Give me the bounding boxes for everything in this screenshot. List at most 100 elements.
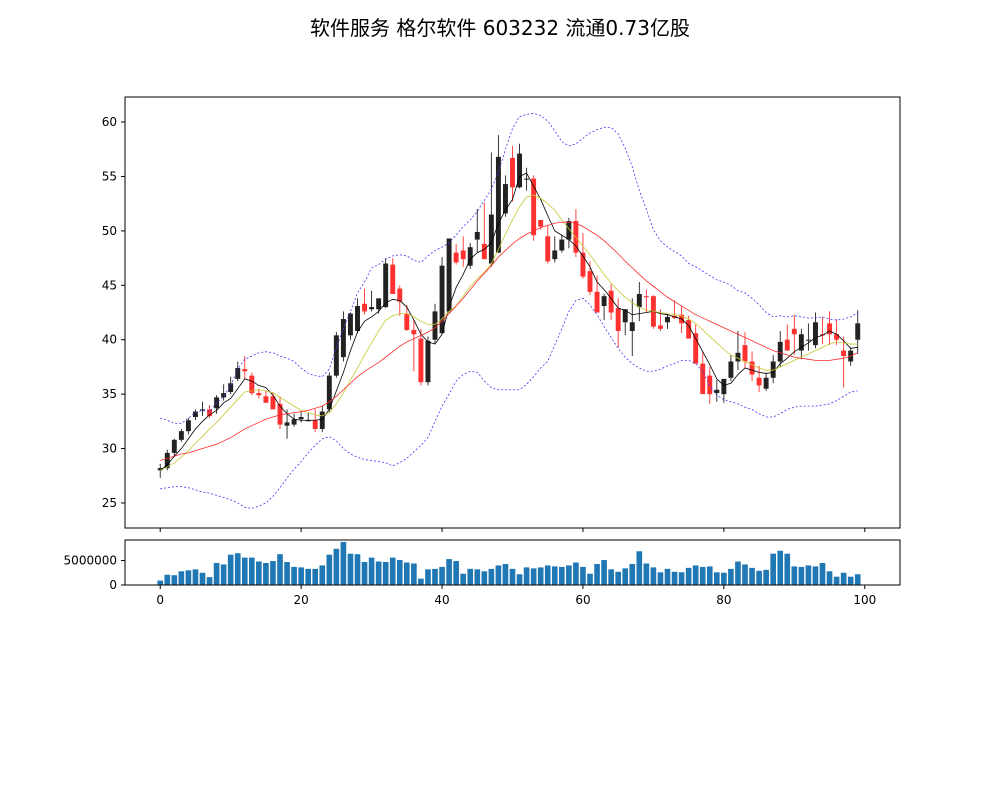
candle-body [242,369,248,372]
x-tick-label: 60 [575,593,590,607]
candle-body [270,396,276,410]
volume-bar [854,574,861,585]
candle-body [742,345,748,362]
candle-body [510,157,515,188]
candle-body [629,322,635,332]
moving-average-line [160,194,858,471]
candle-body [488,214,494,264]
candle-body [820,334,825,336]
candle-body [207,409,213,416]
volume-bar [347,553,354,585]
volume-y-tick-label: 0 [109,578,117,592]
candle-body [157,468,163,471]
volume-bar [291,566,297,585]
candle-body [524,178,530,180]
candle-body [721,378,727,395]
volume-bar [840,572,847,585]
volume-panel: 0 5000000 0 20 40 60 80 100 [64,539,901,607]
volume-bar [157,580,164,585]
volume-bar [509,568,516,585]
y-tick-label: 55 [102,169,117,183]
candle-body [827,323,833,335]
volume-bar [263,562,269,585]
candle-body [735,352,741,362]
volume-bar [587,573,593,585]
candle-body [531,178,537,236]
candle-body [284,422,290,426]
moving-average-line [159,172,858,471]
candle-body [425,340,431,383]
candle-body [545,236,551,262]
candle-body [200,409,205,411]
volume-bar [749,567,755,585]
volume-bar [594,563,600,585]
volume-bar [580,566,586,585]
volume-bar [537,567,544,585]
candle-body [164,452,170,469]
volume-axes-frame [124,539,901,586]
x-tick-label: 0 [156,593,164,607]
candle-body [538,219,544,227]
volume-bar [453,561,459,585]
volume-bar [551,566,558,585]
y-tick-label: 60 [102,115,117,129]
x-tick-label: 80 [716,593,731,607]
candle-body [333,335,339,376]
volume-bar [249,557,255,585]
candle-body [432,311,438,340]
volume-bar [481,571,488,585]
y-tick-label: 50 [102,224,117,238]
candle-body [481,243,487,260]
volume-bar [354,554,361,585]
volume-bar [812,566,819,585]
candle-body [657,325,663,329]
candle-body [622,309,628,323]
bollinger-band-line [160,112,858,424]
volume-bar [735,561,741,585]
volume-bar [805,565,812,585]
candle-body [312,420,318,429]
volume-bar [361,562,368,585]
candle-body [256,393,262,396]
volume-bar [460,573,466,585]
candle-body [277,403,283,425]
bollinger-band-line [160,297,858,509]
candle-body [700,363,706,395]
volume-bar [382,562,389,585]
price-axes-frame [124,96,901,529]
candle-body [439,265,445,334]
volume-bar [742,564,748,585]
volume-bar [432,568,438,585]
candle-body [686,320,692,339]
volume-bar [256,561,262,585]
volume-bar [340,541,347,585]
volume-bar [629,563,636,585]
volume-bar [418,578,424,585]
candle-body [763,377,769,389]
candle-body [263,396,269,403]
candle-body [756,377,762,386]
candle-body [192,411,198,417]
y-tick-label: 25 [102,496,117,510]
volume-bar [241,557,248,585]
candle-body [791,328,797,335]
candle-body [474,231,480,240]
candle-body [580,252,586,277]
volume-bar [284,562,290,585]
volume-bar [671,571,678,585]
volume-bar [199,572,206,585]
volume-bar [728,568,734,585]
volume-bar [333,548,340,585]
candle-body [834,334,840,340]
candle-body [235,368,241,379]
volume-bar [326,554,333,585]
volume-bar [657,572,664,585]
volume-bar [664,568,671,585]
volume-bar [833,576,840,585]
candle-body [502,184,508,214]
y-tick-label: 35 [102,387,117,401]
volume-bar [643,563,650,585]
candle-body [566,221,572,240]
volume-bar [368,557,375,585]
